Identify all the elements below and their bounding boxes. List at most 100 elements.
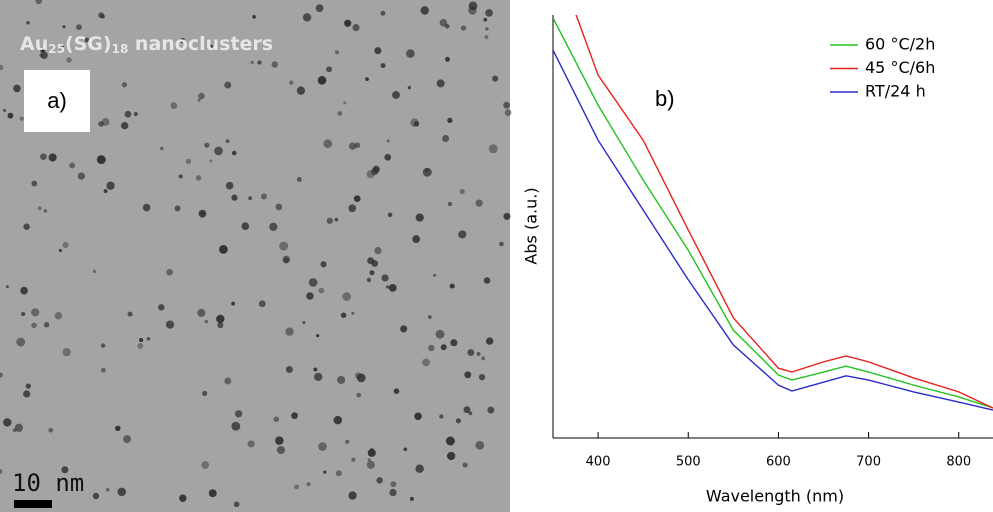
particle: [123, 435, 131, 444]
particle: [372, 165, 380, 173]
particle: [367, 257, 375, 265]
particle: [410, 118, 419, 127]
particle: [348, 204, 357, 213]
particle: [367, 448, 376, 457]
particle: [444, 23, 450, 29]
particle: [208, 44, 214, 49]
particle: [214, 146, 223, 156]
particle: [380, 63, 386, 69]
particle: [179, 38, 185, 44]
particle: [459, 188, 465, 195]
particle: [464, 371, 472, 379]
particle: [400, 325, 408, 333]
particle: [76, 24, 82, 31]
particle: [105, 487, 110, 492]
particle: [352, 24, 360, 32]
particle: [447, 201, 453, 207]
particle: [447, 117, 453, 124]
particle: [231, 194, 238, 201]
particle: [158, 304, 165, 311]
particle: [376, 477, 383, 484]
particle: [412, 235, 421, 243]
particle: [306, 482, 311, 487]
particle: [463, 406, 471, 414]
particle: [483, 277, 491, 284]
particle: [96, 155, 106, 165]
particle: [302, 13, 312, 22]
particle: [369, 270, 375, 276]
series-line: [575, 15, 993, 409]
particle: [23, 390, 31, 398]
particle: [468, 411, 473, 416]
particle: [66, 57, 72, 63]
particle: [445, 436, 455, 446]
particle: [384, 153, 392, 161]
particle: [35, 0, 43, 5]
particle: [449, 284, 454, 289]
particle: [348, 142, 357, 150]
particle: [217, 322, 224, 329]
particle: [392, 91, 400, 99]
particle: [23, 223, 30, 230]
particle: [14, 423, 23, 432]
particle: [31, 308, 40, 317]
particle: [98, 121, 104, 127]
particle: [26, 20, 30, 25]
particle: [440, 344, 447, 351]
particle: [318, 442, 327, 451]
scale-bar: [14, 500, 52, 508]
particle: [317, 76, 327, 85]
particle: [40, 153, 47, 161]
particle: [337, 111, 343, 116]
particle: [117, 487, 127, 497]
particle: [20, 286, 28, 295]
particle: [5, 285, 9, 289]
particle: [487, 406, 495, 414]
particle: [296, 177, 302, 182]
particle: [503, 101, 511, 109]
particle: [353, 195, 361, 203]
particle: [348, 491, 357, 500]
particle: [225, 181, 234, 190]
particle: [0, 64, 4, 71]
particle: [260, 193, 267, 200]
particle: [127, 311, 133, 317]
particle: [439, 414, 444, 419]
particle: [315, 4, 324, 13]
x-tick-label: 400: [586, 455, 611, 470]
particle: [386, 139, 390, 143]
particle: [334, 50, 340, 55]
particle: [100, 14, 105, 19]
particle: [285, 366, 293, 374]
particle: [422, 167, 432, 177]
particle: [273, 416, 280, 423]
particle: [13, 84, 21, 93]
y-axis-label: Abs (a.u.): [522, 187, 541, 264]
particle: [225, 139, 230, 144]
particle: [354, 142, 361, 149]
x-tick-label: 500: [676, 455, 701, 470]
particle: [413, 121, 420, 127]
particle: [460, 25, 467, 31]
particle: [62, 241, 69, 249]
particle: [115, 425, 121, 432]
particle: [62, 348, 71, 357]
particle: [166, 268, 173, 276]
particle: [374, 47, 382, 55]
particle: [139, 338, 144, 343]
x-axis-label: Wavelength (nm): [706, 487, 844, 506]
particle: [201, 461, 210, 469]
particle: [48, 153, 57, 162]
particle: [483, 17, 488, 22]
particle: [320, 261, 327, 268]
particle: [485, 9, 493, 17]
particle: [442, 134, 450, 143]
particle: [198, 92, 205, 100]
particle: [197, 308, 206, 317]
particle: [185, 158, 192, 165]
particle: [231, 150, 237, 156]
particle: [503, 212, 511, 220]
particle: [380, 10, 386, 16]
particle: [231, 421, 241, 431]
particle: [428, 315, 432, 319]
